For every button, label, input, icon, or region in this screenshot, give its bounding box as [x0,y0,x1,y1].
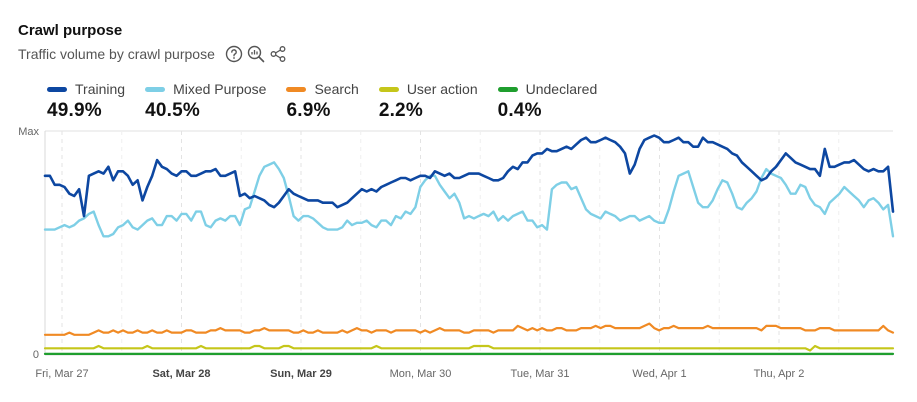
legend-swatch [378,86,399,92]
legend-swatch [47,86,67,92]
legend-item-training[interactable]: Training 49.9% [47,80,125,122]
legend-swatch [145,86,166,92]
chart-subtitle-row: Traffic volume by crawl purpose [18,45,287,63]
legend-item-user-action[interactable]: User action 2.2% [378,80,478,122]
help-icon[interactable] [225,45,243,63]
legend-item-mixed-purpose[interactable]: Mixed Purpose 40.5% [145,80,266,122]
legend-item-undeclared[interactable]: Undeclared 0.4% [497,80,598,122]
legend-label: Undeclared [525,81,598,97]
y-tick-label: Max [18,126,39,138]
series-line-user-action [43,344,895,352]
legend-item-search[interactable]: Search 6.9% [286,80,359,122]
chart-actions [225,45,287,63]
x-tick-label: Sun, Mar 29 [270,368,332,380]
series-line-training [43,134,895,218]
legend-value: 49.9% [47,100,102,121]
legend-value: 2.2% [378,100,423,121]
y-tick-label: 0 [33,349,39,361]
legend-value: 40.5% [145,100,200,121]
legend-label: Training [75,81,126,97]
x-tick-label: Fri, Mar 27 [35,368,88,380]
series-line-search [43,322,895,336]
share-icon[interactable] [269,45,287,63]
legend-value: 0.4% [497,100,542,121]
legend-label: User action [406,81,478,97]
chart-title: Crawl purpose [18,22,123,39]
x-tick-label: Thu, Apr 2 [754,368,805,380]
x-tick-label: Sat, Mar 28 [152,368,210,380]
x-tick-label: Tue, Mar 31 [511,368,570,380]
legend-swatch [497,86,518,92]
x-tick-label: Wed, Apr 1 [632,368,686,380]
chart-subtitle: Traffic volume by crawl purpose [18,46,215,62]
legend-label: Search [314,81,359,97]
x-tick-label: Mon, Mar 30 [390,368,452,380]
legend-value: 6.9% [286,100,331,121]
legend-label: Mixed Purpose [173,81,267,97]
chart-legend: Training 49.9% Mixed Purpose 40.5% Searc… [47,80,617,122]
series-line-mixed-purpose [43,161,895,238]
legend-swatch [286,86,307,92]
zoom-chart-icon[interactable] [247,45,265,63]
